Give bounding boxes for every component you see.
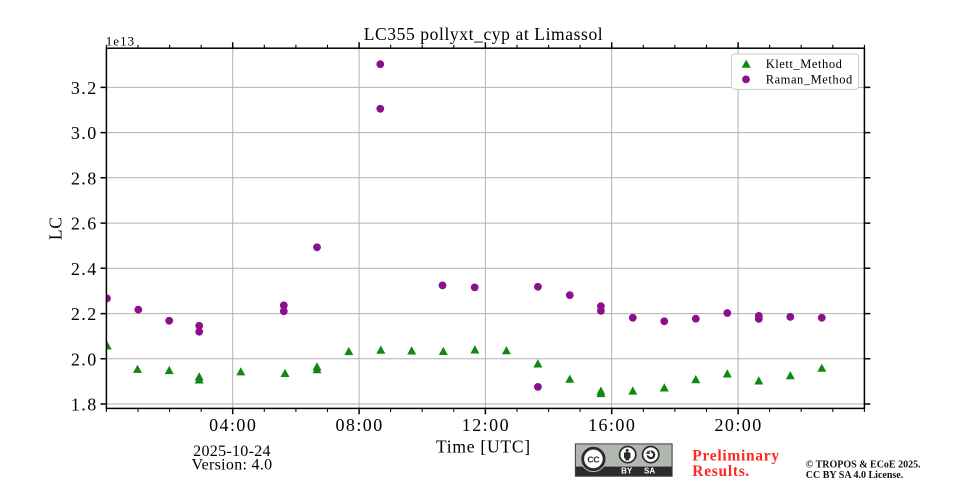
svg-text:2025-10-24: 2025-10-24 [193, 443, 271, 460]
svg-text:BY: BY [621, 466, 633, 475]
svg-text:Version: 4.0: Version: 4.0 [192, 457, 273, 474]
svg-text:Raman_Method: Raman_Method [766, 73, 853, 87]
svg-text:CC: CC [587, 454, 599, 464]
svg-text:2.0: 2.0 [71, 349, 98, 369]
svg-text:Results.: Results. [692, 463, 750, 480]
svg-text:LC355 pollyxt_cyp at Limassol: LC355 pollyxt_cyp at Limassol [364, 24, 604, 44]
svg-text:3.0: 3.0 [71, 123, 98, 143]
svg-text:1e13: 1e13 [106, 33, 135, 48]
svg-text:2.8: 2.8 [71, 168, 98, 188]
svg-text:08:00: 08:00 [335, 415, 383, 435]
svg-text:2.4: 2.4 [71, 259, 98, 279]
svg-text:Preliminary: Preliminary [692, 448, 779, 465]
svg-text:04:00: 04:00 [209, 415, 257, 435]
svg-text:© TROPOS & ECoE 2025.: © TROPOS & ECoE 2025. [806, 459, 921, 470]
svg-text:3.2: 3.2 [71, 78, 98, 98]
svg-text:CC BY SA 4.0 License.: CC BY SA 4.0 License. [806, 470, 904, 480]
svg-text:2.2: 2.2 [71, 304, 98, 324]
svg-text:SA: SA [644, 466, 655, 475]
svg-text:1.8: 1.8 [71, 395, 98, 415]
svg-text:16:00: 16:00 [588, 415, 636, 435]
svg-text:Klett_Method: Klett_Method [766, 57, 843, 71]
svg-text:12:00: 12:00 [462, 415, 510, 435]
svg-text:2.6: 2.6 [71, 214, 98, 234]
svg-text:Time [UTC]: Time [UTC] [436, 437, 531, 457]
svg-text:LC: LC [46, 217, 66, 241]
svg-text:20:00: 20:00 [714, 415, 762, 435]
